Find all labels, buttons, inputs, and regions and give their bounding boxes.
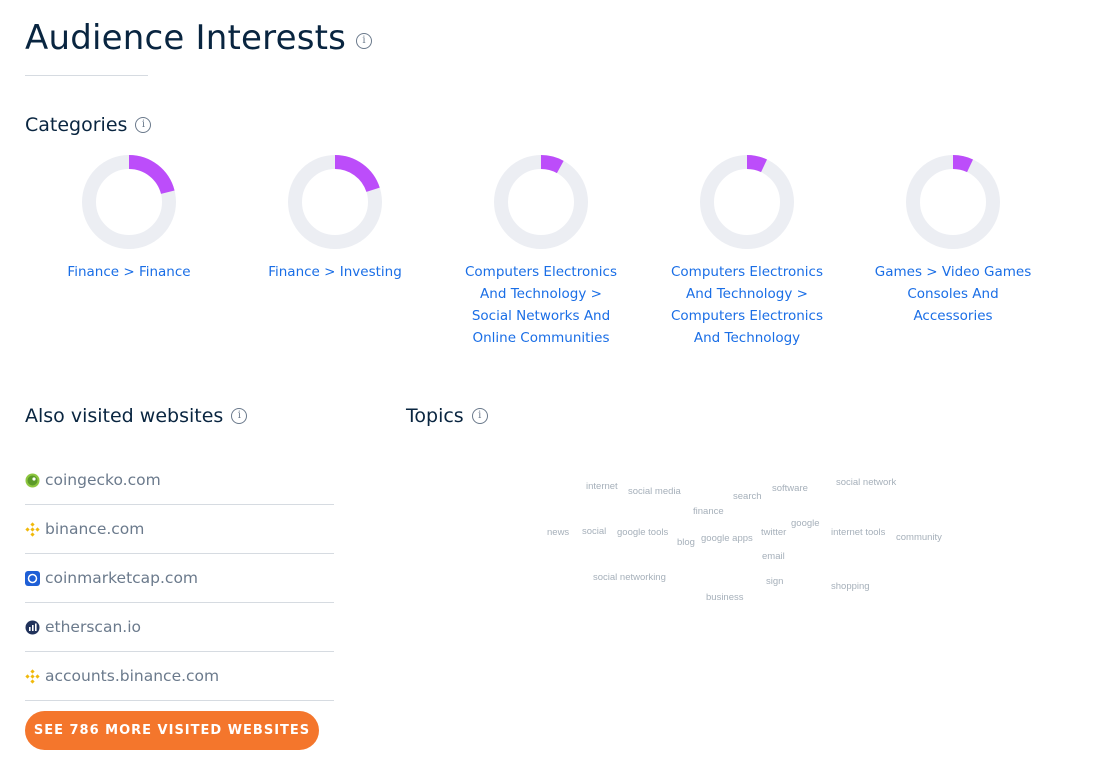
donut-share-arc — [494, 155, 588, 249]
title-divider — [25, 75, 148, 76]
category-donut — [494, 155, 588, 249]
donut-share-arc — [700, 155, 794, 249]
donut-track — [494, 155, 588, 249]
binance-icon — [25, 521, 40, 537]
donut-share-arc — [906, 155, 1000, 249]
category-donut — [82, 155, 176, 249]
coinmarketcap-icon — [25, 570, 40, 586]
see-more-websites-button[interactable]: SEE 786 MORE VISITED WEBSITES — [25, 711, 319, 750]
topic-word: internet tools — [831, 527, 886, 538]
category-link[interactable]: Computers Electronics And Technology > S… — [464, 264, 617, 346]
topic-word: social network — [836, 477, 897, 488]
topic-word: shopping — [831, 581, 870, 592]
visited-site-row[interactable]: coinmarketcap.com — [25, 554, 334, 603]
topic-word: sign — [766, 576, 784, 587]
topic-word: google apps — [701, 533, 753, 544]
category-item: Games > Video Games Consoles And Accesso… — [858, 153, 1048, 327]
topic-word: software — [772, 483, 808, 494]
info-icon[interactable]: i — [135, 117, 152, 133]
page-title-text: Audience Interests — [25, 18, 347, 58]
donut-share-arc — [288, 155, 382, 249]
topic-word: finance — [693, 506, 724, 517]
topic-word: google tools — [617, 527, 669, 538]
visited-site-domain[interactable]: etherscan.io — [45, 618, 141, 636]
visited-site-domain[interactable]: binance.com — [45, 520, 145, 538]
topic-word: blog — [677, 537, 695, 548]
visited-site-row[interactable]: binance.com — [25, 505, 334, 554]
topic-word: internet — [586, 481, 618, 492]
visited-site-row[interactable]: etherscan.io — [25, 603, 334, 652]
info-icon[interactable]: i — [471, 408, 488, 424]
category-item: Computers Electronics And Technology > S… — [446, 153, 636, 349]
category-donut — [700, 155, 794, 249]
category-donut — [906, 155, 1000, 249]
topics-heading-text: Topics — [406, 405, 464, 427]
visited-site-row[interactable]: coingecko.com — [25, 456, 334, 505]
categories-heading: Categories i — [25, 114, 152, 136]
category-link[interactable]: Computers Electronics And Technology > C… — [670, 264, 823, 346]
topic-word: business — [706, 592, 744, 603]
category-link[interactable]: Games > Video Games Consoles And Accesso… — [874, 264, 1032, 324]
also-visited-heading-text: Also visited websites — [25, 405, 224, 427]
category-item: Finance > Investing — [240, 153, 430, 283]
also-visited-list: coingecko.com binance.com coinmarketcap.co… — [25, 456, 334, 701]
topic-word: community — [896, 532, 942, 543]
topic-word: search — [733, 491, 762, 502]
also-visited-heading: Also visited websites i — [25, 405, 248, 427]
etherscan-icon — [25, 620, 40, 635]
topic-word: social networking — [593, 572, 666, 583]
category-link[interactable]: Finance > Investing — [268, 264, 402, 280]
info-icon[interactable]: i — [231, 408, 248, 424]
visited-site-domain[interactable]: coinmarketcap.com — [45, 569, 199, 587]
donut-share-arc — [82, 155, 176, 249]
topic-word: google — [791, 518, 820, 529]
topics-heading: Topics i — [406, 405, 488, 427]
visited-site-domain[interactable]: accounts.binance.com — [45, 667, 220, 685]
donut-track — [700, 155, 794, 249]
topic-word: news — [547, 527, 570, 538]
topic-word: email — [762, 551, 785, 562]
visited-site-domain[interactable]: coingecko.com — [45, 471, 161, 489]
visited-site-row[interactable]: accounts.binance.com — [25, 652, 334, 701]
category-link[interactable]: Finance > Finance — [67, 264, 191, 280]
topic-word: social media — [628, 486, 681, 497]
binance-icon — [25, 668, 40, 684]
categories-heading-text: Categories — [25, 114, 128, 136]
category-donut — [288, 155, 382, 249]
category-item: Finance > Finance — [34, 153, 224, 283]
topic-word: twitter — [761, 527, 787, 538]
category-item: Computers Electronics And Technology > C… — [652, 153, 842, 349]
topics-word-cloud: internet social media search software social… — [400, 460, 1080, 630]
info-icon[interactable]: i — [356, 33, 373, 49]
donut-track — [906, 155, 1000, 249]
page-title: Audience Interests i — [25, 18, 373, 58]
topic-word: social — [582, 526, 607, 537]
coingecko-icon — [25, 473, 40, 488]
